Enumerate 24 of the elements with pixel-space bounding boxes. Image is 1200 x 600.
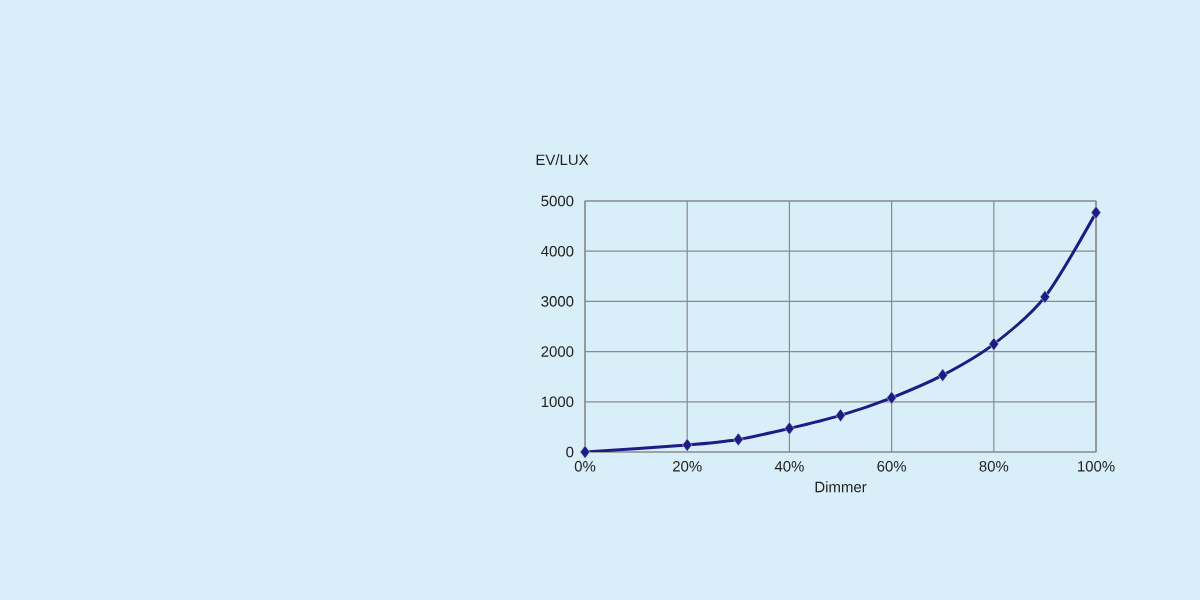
point <box>1090 205 1102 220</box>
x-tick-label: 40% <box>774 461 804 472</box>
y-tick-label: 3000 <box>541 296 574 307</box>
x-tick-label: 20% <box>673 461 702 472</box>
point <box>1039 290 1051 304</box>
x-axis-title: Dimmer <box>815 481 867 493</box>
point <box>835 408 846 423</box>
y-tick-label: 0 <box>566 446 574 458</box>
y-tick-label: 5000 <box>541 195 574 207</box>
x-tick-label: 100% <box>1078 461 1115 472</box>
point <box>988 337 999 351</box>
x-tick-label: 0% <box>574 461 596 472</box>
point <box>886 391 897 405</box>
y-tick-label: 4000 <box>541 245 574 257</box>
point <box>733 432 744 447</box>
point <box>784 421 795 436</box>
point <box>937 368 948 382</box>
point <box>682 438 693 452</box>
x-tick-label: 80% <box>979 461 1009 472</box>
point <box>579 445 591 459</box>
x-tick-label: 60% <box>877 461 907 472</box>
y-tick-label: 1000 <box>541 396 574 408</box>
y-tick-label: 2000 <box>541 346 574 357</box>
y-axis-title: EV/LUX <box>536 154 589 166</box>
